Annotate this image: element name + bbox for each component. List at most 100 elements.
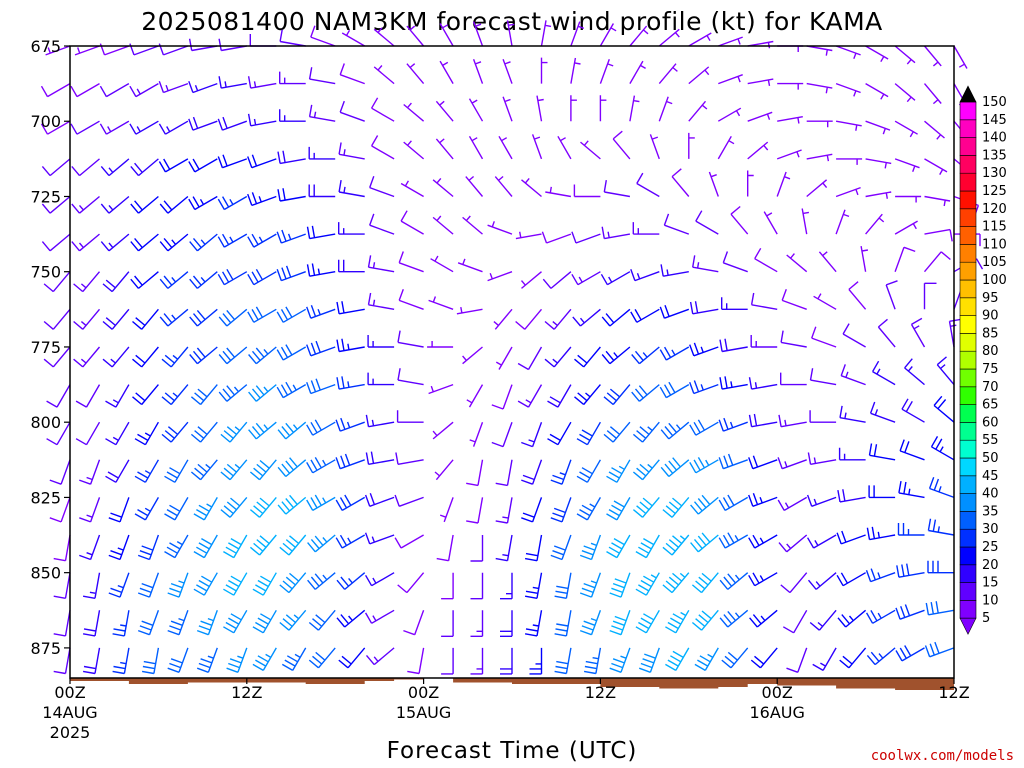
wind-barb [220, 459, 248, 481]
barb-staff [662, 572, 690, 594]
wind-barb [750, 292, 778, 310]
barb-staff [188, 158, 218, 173]
barb-staff [465, 175, 484, 197]
wind-barb [472, 58, 484, 84]
wind-barb [813, 293, 837, 310]
wind-barb [196, 610, 218, 636]
wind-barb [220, 496, 248, 518]
wind-barb [130, 158, 159, 177]
wind-barb [748, 377, 778, 390]
wind-barb [279, 109, 306, 122]
barb-staff [134, 497, 160, 521]
wind-barb [658, 96, 673, 122]
barb-staff [373, 27, 395, 47]
wind-barb [894, 246, 916, 272]
colorbar-cell [959, 155, 977, 174]
barb-staff [470, 535, 484, 562]
wind-barb [599, 95, 607, 122]
wind-barb [924, 228, 953, 242]
credit-link[interactable]: coolwx.com/models [871, 748, 1014, 764]
wind-barb [515, 308, 543, 330]
wind-barb [838, 447, 866, 461]
wind-barb [196, 647, 218, 673]
wind-barb [161, 421, 189, 443]
barb-staff [894, 120, 918, 138]
barb-staff [247, 268, 277, 286]
wind-barb [500, 610, 513, 637]
colorbar-cell [959, 600, 977, 619]
barb-staff [629, 25, 649, 47]
barb-staff [102, 346, 130, 368]
wind-barb [79, 534, 101, 561]
colorbar-label: 115 [982, 220, 1007, 235]
wind-barb [190, 459, 218, 481]
barb-staff [335, 494, 366, 512]
wind-barb [41, 195, 71, 214]
wind-barb [167, 572, 189, 598]
barb-staff [46, 384, 71, 408]
barb-staff [635, 534, 660, 559]
barb-staff [778, 534, 808, 553]
wind-barb [599, 58, 614, 84]
barb-staff [306, 457, 336, 474]
barb-staff [550, 459, 572, 485]
barb-staff [718, 74, 743, 85]
barb-staff [71, 195, 100, 214]
wind-barb [894, 120, 918, 138]
colorbar-label: 5 [982, 611, 990, 626]
barb-staff [188, 38, 218, 52]
barb-staff [718, 417, 748, 432]
wind-barb [601, 226, 631, 240]
colorbar-label: 35 [982, 504, 999, 519]
barb-staff [865, 568, 896, 583]
wind-barb [462, 346, 483, 365]
wind-barb [365, 414, 395, 428]
barb-staff [308, 609, 336, 631]
barb-staff [435, 100, 454, 122]
wind-barb [692, 255, 719, 273]
barb-staff [249, 459, 277, 481]
barb-staff [748, 377, 778, 390]
wind-barb [776, 171, 791, 197]
barb-staff [612, 130, 631, 160]
barb-staff [394, 534, 424, 549]
wind-barb [865, 82, 889, 100]
x-tick-label: 12Z [231, 683, 262, 702]
wind-barb [531, 134, 543, 160]
barb-staff [574, 346, 601, 368]
wind-barb [748, 572, 778, 587]
wind-barb [806, 534, 837, 549]
colorbar-label: 100 [982, 273, 1007, 288]
wind-barb [818, 251, 837, 273]
barb-staff [435, 138, 454, 160]
barb-staff [718, 532, 749, 549]
wind-barb [397, 572, 425, 594]
wind-barb [839, 647, 867, 669]
barb-staff [164, 459, 189, 483]
colorbar-cell [959, 119, 977, 138]
wind-barb [865, 158, 892, 169]
barb-staff [79, 497, 101, 523]
barb-staff [220, 496, 248, 518]
wind-barb [164, 459, 189, 483]
wind-barb [747, 40, 774, 49]
wind-barb [750, 335, 778, 348]
wind-barb [494, 175, 513, 197]
wind-barb [370, 135, 395, 160]
barb-staff [158, 158, 189, 173]
barb-staff [468, 135, 484, 160]
wind-barb [188, 38, 218, 52]
barb-staff [570, 21, 585, 47]
colorbar-cell [959, 457, 977, 477]
barb-staff [158, 80, 189, 94]
terrain-area [70, 678, 954, 690]
barb-staff [188, 116, 218, 131]
barb-staff [848, 281, 867, 310]
barb-staff [189, 308, 218, 327]
barb-staff [603, 421, 631, 443]
wind-barb [129, 120, 159, 135]
wind-barb [336, 301, 365, 315]
wind-barb [662, 496, 690, 518]
wind-barb [809, 410, 837, 423]
barb-staff [748, 413, 778, 428]
